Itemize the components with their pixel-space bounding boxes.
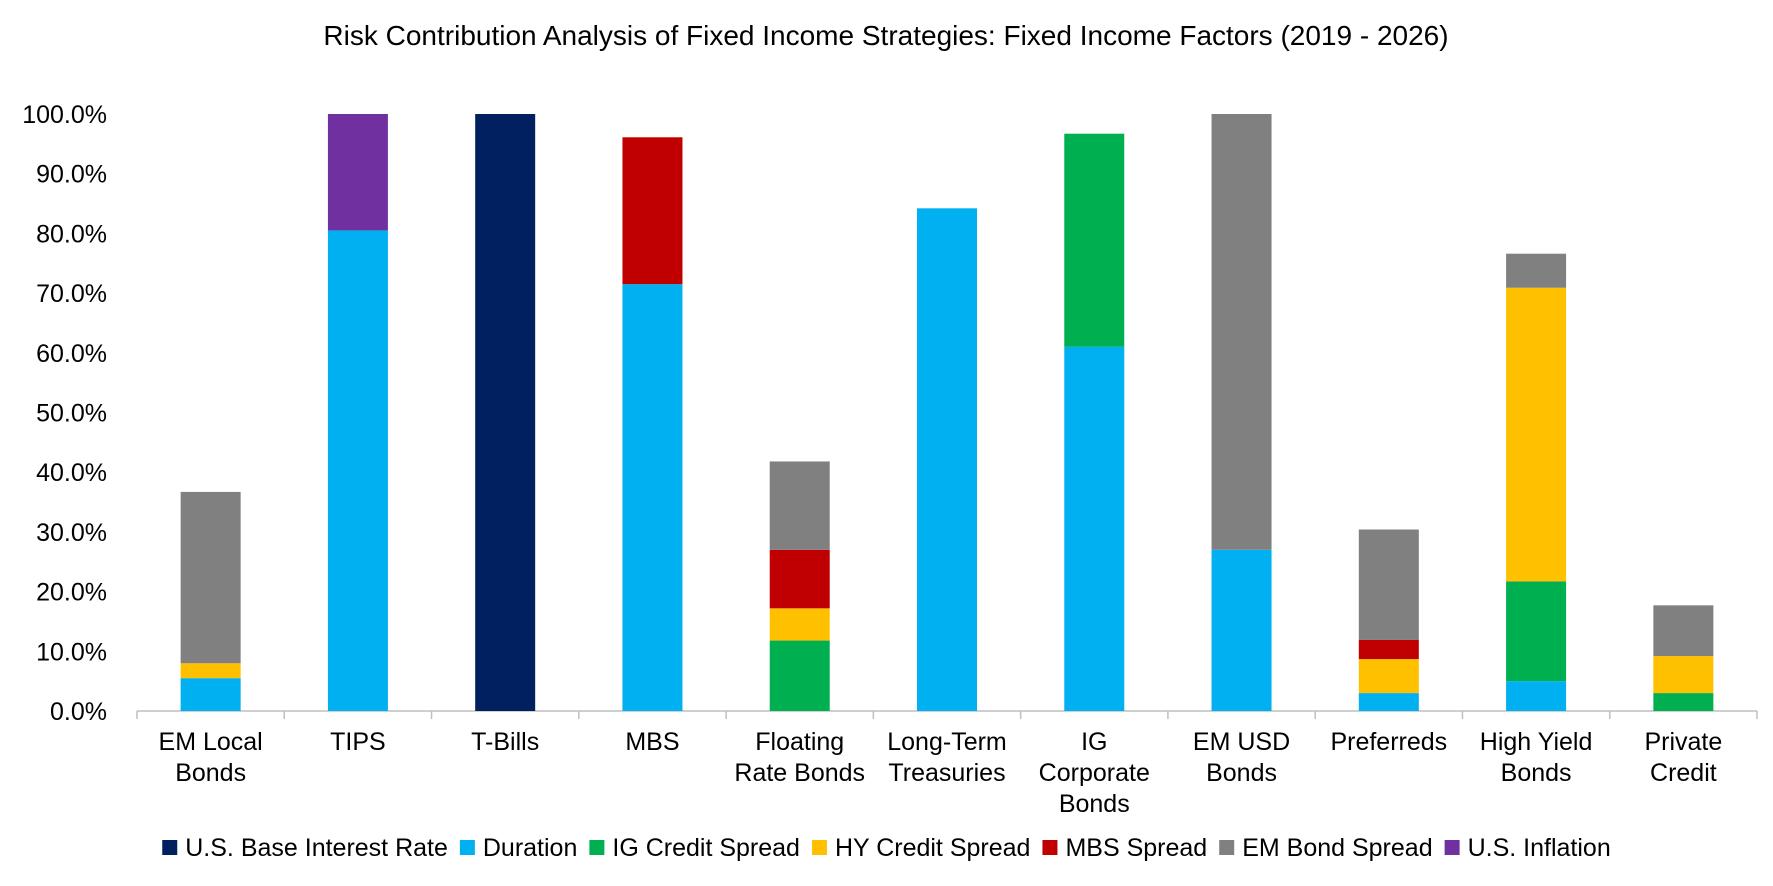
x-tick-label: Long-Term Treasuries [887, 728, 1007, 787]
legend-label: IG Credit Spread [612, 834, 800, 862]
bar-segment [769, 608, 830, 641]
bar-segment [769, 461, 830, 550]
bar-segment [1064, 133, 1125, 347]
bar-segment [1506, 681, 1567, 711]
legend-swatch [1444, 840, 1460, 855]
bar-segment [1358, 693, 1419, 711]
legend-label: Duration [483, 834, 578, 862]
legend-swatch [589, 840, 605, 855]
y-tick-label: 30.0% [36, 519, 107, 547]
x-tick-label: High Yield Bonds [1480, 728, 1593, 787]
x-tick-label: TIPS [330, 728, 386, 756]
y-tick-label: 60.0% [36, 340, 107, 368]
bar-segment [1211, 114, 1272, 550]
x-tick-label: EM Local Bonds [159, 728, 263, 787]
chart-title: Risk Contribution Analysis of Fixed Inco… [323, 20, 1448, 51]
bars [180, 114, 1714, 712]
bar-segment [769, 640, 830, 711]
bar-segment [1358, 529, 1419, 640]
y-tick-label: 10.0% [36, 638, 107, 666]
bar-segment [1506, 287, 1567, 582]
x-tick-label: Floating Rate Bonds [734, 728, 865, 787]
legend: U.S. Base Interest Rate Duration IG Credit… [162, 834, 1611, 862]
x-tick-label: T-Bills [471, 728, 539, 756]
y-tick-label: 20.0% [36, 579, 107, 607]
legend-label: MBS Spread [1065, 834, 1207, 862]
legend-swatch [811, 840, 827, 855]
bar-segment [180, 678, 241, 711]
y-tick-label: 50.0% [36, 400, 107, 428]
bar-segment [1653, 656, 1714, 694]
bar-segment [1358, 639, 1419, 660]
legend-label: HY Credit Spread [835, 834, 1030, 862]
bar-segment [1064, 346, 1125, 711]
bar-segment [327, 114, 388, 231]
legend-label: U.S. Base Interest Rate [185, 834, 448, 862]
bar-segment [917, 208, 977, 712]
x-tick-label: Preferreds [1330, 728, 1447, 756]
bar-segment [327, 230, 388, 712]
bar-segment [622, 137, 683, 285]
bar-segment [1506, 253, 1567, 288]
bar-segment [622, 284, 683, 711]
bar-segment [180, 663, 241, 679]
bar-segment [769, 549, 830, 609]
legend-swatch [459, 840, 475, 855]
legend-label: U.S. Inflation [1468, 834, 1611, 862]
bar-segment [1653, 693, 1714, 711]
x-axis: EM Local Bonds TIPS T-Bills MBS Floating Rate … [136, 710, 1758, 818]
legend-swatch [1219, 840, 1235, 855]
bar-segment [1358, 659, 1419, 694]
y-tick-label: 40.0% [36, 459, 107, 487]
x-tick-label: IG Corporate Bonds [1039, 728, 1150, 818]
bar-segment [1506, 581, 1567, 682]
y-axis: 0.0% 10.0% 20.0% 30.0% 40.0% 50.0% 60.0% 70.0% 8… [22, 101, 107, 726]
bar-segment [475, 114, 536, 711]
bar-segment [1211, 549, 1272, 711]
y-tick-label: 90.0% [36, 161, 107, 189]
bar-segment [1653, 605, 1714, 657]
legend-label: EM Bond Spread [1242, 834, 1432, 862]
x-tick-label: Private Credit [1644, 728, 1722, 787]
y-tick-label: 100.0% [22, 101, 107, 129]
x-tick-label: MBS [625, 728, 679, 756]
y-tick-label: 70.0% [36, 280, 107, 308]
x-tick-label: EM USD Bonds [1193, 728, 1290, 787]
y-tick-label: 80.0% [36, 220, 107, 248]
legend-swatch [162, 840, 178, 855]
bar-segment [180, 491, 241, 664]
y-tick-label: 0.0% [50, 698, 107, 726]
legend-swatch [1042, 840, 1058, 855]
